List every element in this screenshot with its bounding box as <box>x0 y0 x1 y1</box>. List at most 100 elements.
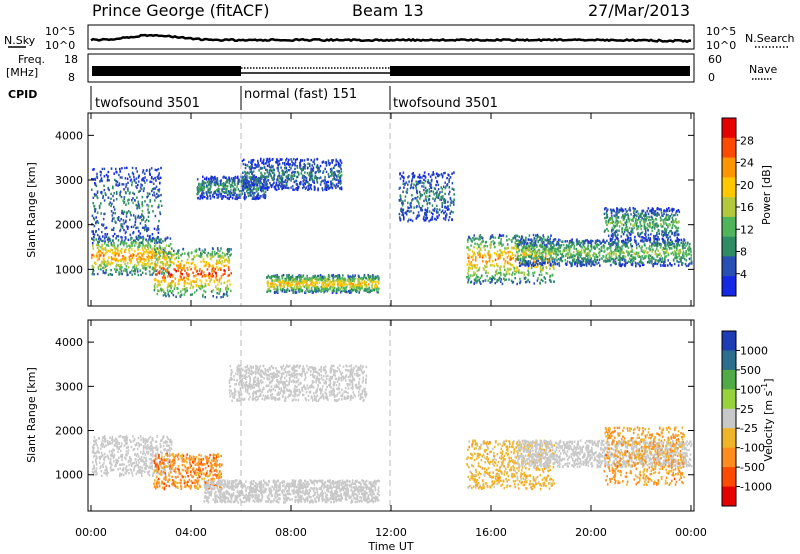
heatmap-cell-1900 <box>224 187 226 191</box>
heatmap-cell-4433 <box>659 252 661 255</box>
heatmap-cell-4452 <box>568 256 571 259</box>
heatmap-cell-4860 <box>627 246 630 249</box>
heatmap-cell-3940 <box>474 264 476 267</box>
heatmap-cell-3814 <box>549 275 551 279</box>
heatmap-cell-82 <box>160 166 162 170</box>
heatmap-cell-3534 <box>437 196 440 199</box>
heatmap-cell-3543 <box>428 220 430 223</box>
heatmap-cell-1932 <box>285 186 287 189</box>
heatmap-cell-2799 <box>341 279 343 282</box>
nave-tick-hi: 60 <box>708 53 722 66</box>
heatmap-cell-2192 <box>283 186 285 190</box>
heatmap-cell-255 <box>124 177 127 180</box>
heatmap-cell-3454 <box>426 188 428 192</box>
heatmap-cell-2368 <box>281 185 283 188</box>
heatmap-cell-4341 <box>608 254 611 258</box>
heatmap-cell-3974 <box>516 269 518 273</box>
heatmap-cell-4875 <box>689 242 691 246</box>
heatmap-cell-3233 <box>332 273 335 277</box>
heatmap-cell-3479 <box>424 208 427 211</box>
heatmap-cell-4378 <box>534 247 536 251</box>
heatmap-cell-4409 <box>564 254 567 258</box>
heatmap-cell-3908 <box>467 267 470 271</box>
heatmap-cell-331 <box>114 178 116 182</box>
heatmap-cell-1833 <box>213 177 216 180</box>
heatmap-cell-2431 <box>312 160 314 163</box>
heatmap-cell-4519 <box>633 238 636 242</box>
heatmap-cell-4172 <box>474 258 477 261</box>
heatmap-cell-2421 <box>277 163 279 166</box>
heatmap-cell-1214 <box>168 256 170 259</box>
heatmap-cell-3265 <box>451 182 454 185</box>
heatmap-cell-1394 <box>179 266 182 269</box>
heatmap-cell-108 <box>144 176 146 179</box>
heatmap-cell-1006 <box>222 256 225 259</box>
heatmap-cell-2832 <box>314 284 316 288</box>
heatmap-cell-1521 <box>196 192 198 196</box>
freq-tick-lo: 8 <box>68 71 75 84</box>
heatmap-cell-3363 <box>450 201 452 204</box>
heatmap-cell-2234 <box>265 159 268 163</box>
heatmap-cell-1174 <box>195 266 197 269</box>
heatmap-cell-946 <box>123 242 125 245</box>
heatmap-cell-2536 <box>280 183 283 187</box>
heatmap-cell-534 <box>102 266 104 269</box>
heatmap-cell-4291 <box>627 260 630 263</box>
heatmap-cell-1508 <box>223 190 225 194</box>
heatmap-cell-1713 <box>241 183 244 186</box>
heatmap-cell-2488 <box>313 188 316 191</box>
heatmap-cell-3581 <box>419 193 422 196</box>
heatmap-cell-4549 <box>609 247 611 250</box>
heatmap-cell-3056 <box>302 282 304 285</box>
heatmap-cell-1948 <box>283 161 286 165</box>
heatmap-cell-3140 <box>296 285 298 289</box>
heatmap-cell-4114 <box>505 278 507 281</box>
heatmap-cell-1378 <box>220 247 222 250</box>
heatmap-cell-3095 <box>339 287 341 290</box>
heatmap-cell-786 <box>138 255 141 258</box>
heatmap-cell-594 <box>104 242 106 245</box>
heatmap-cell-31 <box>138 190 140 193</box>
heatmap-cell-345 <box>141 210 144 213</box>
heatmap-cell-3211 <box>300 288 302 291</box>
heatmap-cell-604 <box>157 235 159 239</box>
heatmap-cell-863 <box>110 243 113 246</box>
heatmap-cell-2662 <box>296 282 298 286</box>
heatmap-cell-4500 <box>618 246 621 249</box>
heatmap-cell-1987 <box>255 182 257 185</box>
heatmap-cell-3804 <box>501 253 504 256</box>
heatmap-cell-1382 <box>226 285 229 289</box>
heatmap-cell-1180 <box>185 261 188 264</box>
heatmap-cell-3588 <box>451 172 453 175</box>
heatmap-cell-1973 <box>261 161 263 165</box>
heatmap-cell-3649 <box>527 253 530 257</box>
heatmap-cell-3384 <box>407 206 409 209</box>
heatmap-cell-1199 <box>157 251 160 254</box>
heatmap-cell-1389 <box>180 275 182 279</box>
heatmap-cell-1625 <box>215 180 217 183</box>
heatmap-cell-2948 <box>328 283 331 286</box>
heatmap-cell-2611 <box>282 273 285 277</box>
heatmap-cell-2900 <box>359 285 361 288</box>
heatmap-cell-2422 <box>263 186 265 189</box>
heatmap-cell-1635 <box>212 193 214 197</box>
heatmap-cell-4299 <box>517 239 519 242</box>
heatmap-cell-55 <box>141 201 144 204</box>
heatmap-cell-63 <box>104 233 106 236</box>
heatmap-cell-1410 <box>164 258 166 261</box>
heatmap-cell-2493 <box>284 178 287 182</box>
heatmap-cell-3854 <box>482 246 485 249</box>
heatmap-cell-3856 <box>516 266 519 269</box>
heatmap-cell-3473 <box>451 187 454 190</box>
heatmap-cell-1779 <box>199 189 202 192</box>
heatmap-cell-2443 <box>304 171 306 174</box>
heatmap-cell-2511 <box>276 177 279 181</box>
heatmap-cell-3225 <box>348 279 351 283</box>
heatmap-cell-565 <box>160 251 162 254</box>
heatmap-cell-1235 <box>177 291 180 295</box>
heatmap-cell-3744 <box>494 274 497 277</box>
heatmap-cell-4071 <box>490 240 493 244</box>
heatmap-cell-4630 <box>630 254 633 257</box>
heatmap-cell-2899 <box>348 282 350 285</box>
heatmap-cell-3092 <box>362 277 365 280</box>
